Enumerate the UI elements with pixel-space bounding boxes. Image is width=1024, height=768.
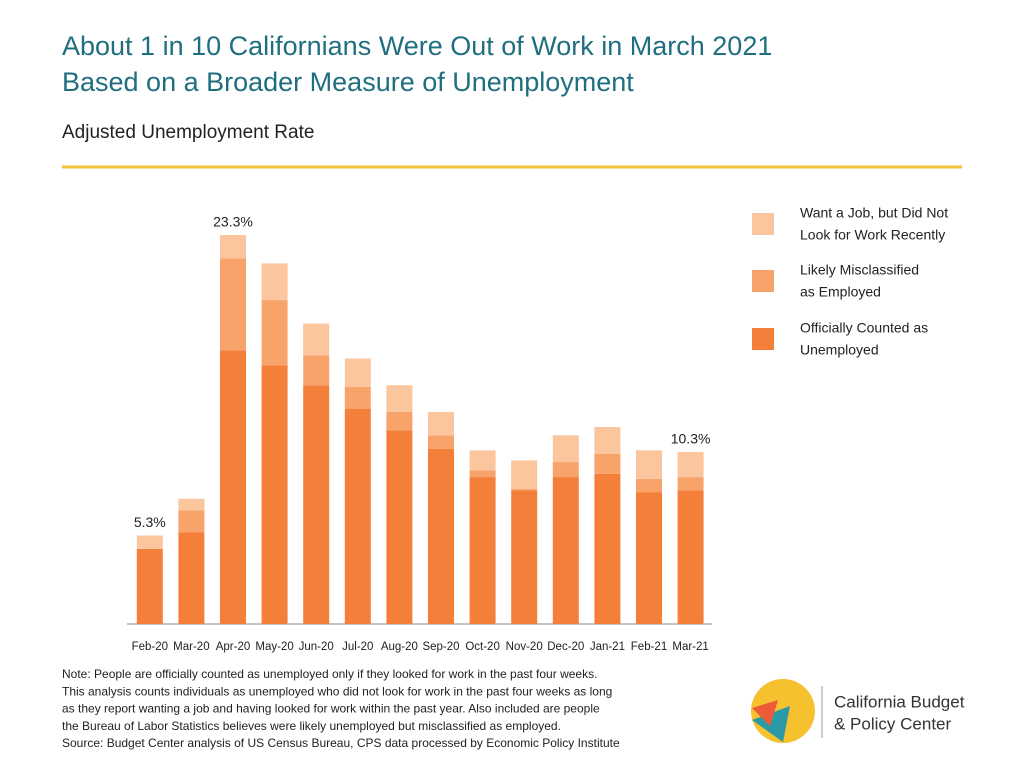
bar-segment bbox=[594, 426, 621, 454]
bar-segment bbox=[594, 473, 621, 624]
bar-segment bbox=[469, 450, 496, 471]
bar-segment bbox=[552, 462, 579, 478]
bar-segment bbox=[261, 263, 288, 301]
bar-segment bbox=[303, 355, 330, 386]
bar-segment bbox=[220, 258, 246, 351]
chart-subtitle: Adjusted Unemployment Rate bbox=[62, 122, 314, 143]
x-tick-label: Nov-20 bbox=[506, 641, 543, 653]
x-tick-label: May-20 bbox=[255, 641, 293, 653]
legend-label: Look for Work Recently bbox=[800, 227, 945, 243]
note: Note: People are officially counted as u… bbox=[62, 667, 597, 681]
bar-segment bbox=[428, 411, 454, 436]
logo: California Budget bbox=[751, 679, 965, 743]
bar-segment bbox=[220, 350, 246, 624]
data-label: 10.3% bbox=[671, 431, 711, 447]
x-tick-label: Jun-20 bbox=[299, 641, 334, 653]
bar-segment bbox=[511, 460, 538, 489]
legend-swatch bbox=[752, 328, 774, 350]
logo-shape bbox=[752, 706, 790, 742]
x-tick-label: Dec-20 bbox=[547, 641, 584, 653]
legend-swatch bbox=[752, 270, 774, 292]
bar-segment bbox=[386, 411, 413, 431]
x-tick-label: Jul-20 bbox=[342, 641, 373, 653]
legend-label: Likely Misclassified bbox=[800, 262, 919, 278]
logo-text: California Budget bbox=[834, 692, 965, 711]
bar-segment bbox=[511, 490, 538, 624]
x-tick-label: Apr-20 bbox=[216, 641, 251, 653]
bar-segment bbox=[220, 235, 246, 259]
x-tick-label: Aug-20 bbox=[381, 641, 418, 653]
legend-label: Officially Counted as bbox=[800, 320, 928, 336]
x-tick-label: Feb-20 bbox=[132, 641, 168, 653]
legend-label: Unemployed bbox=[800, 342, 879, 358]
x-tick-label: Oct-20 bbox=[465, 641, 500, 653]
bar-segment bbox=[428, 435, 454, 449]
bar-segment bbox=[178, 498, 205, 511]
bar-segment bbox=[677, 490, 704, 624]
bar-segment bbox=[344, 386, 371, 409]
bar-segment bbox=[511, 488, 538, 491]
x-tick-label: Sep-20 bbox=[422, 641, 459, 653]
bar-segment bbox=[178, 510, 205, 533]
bar-segment bbox=[344, 358, 371, 387]
bar-segment bbox=[552, 435, 579, 463]
note: as they report wanting a job and having … bbox=[62, 702, 600, 716]
note: the Bureau of Labor Statistics believes … bbox=[62, 719, 561, 733]
bar-segment bbox=[552, 477, 579, 624]
x-tick-label: Mar-21 bbox=[672, 641, 708, 653]
bar-segment bbox=[386, 430, 413, 624]
logo-shape bbox=[752, 700, 778, 726]
x-tick-label: Feb-21 bbox=[631, 641, 667, 653]
legend-label: as Employed bbox=[800, 284, 881, 300]
bar-segment bbox=[428, 448, 454, 624]
bar-segment bbox=[386, 385, 413, 412]
x-tick-label: Mar-20 bbox=[173, 641, 209, 653]
note: Source: Budget Center analysis of US Cen… bbox=[62, 736, 620, 750]
bar-segment bbox=[344, 408, 371, 624]
logo-text: & Policy Center bbox=[834, 714, 951, 733]
bar-segment bbox=[261, 300, 288, 366]
bar-segment bbox=[136, 548, 163, 624]
bar-segment bbox=[636, 478, 662, 493]
chart-title: About 1 in 10 Californians Were Out of W… bbox=[62, 31, 772, 61]
note: This analysis counts individuals as unem… bbox=[62, 684, 612, 698]
bar-segment bbox=[469, 477, 496, 624]
legend-label: Want a Job, but Did Not bbox=[800, 205, 948, 221]
bar-segment bbox=[636, 450, 662, 479]
bar-segment bbox=[636, 492, 662, 624]
bar-segment bbox=[303, 385, 330, 624]
x-tick-label: Jan-21 bbox=[590, 641, 625, 653]
bar-segment bbox=[677, 452, 704, 478]
data-label: 23.3% bbox=[213, 214, 253, 230]
bar-segment bbox=[469, 470, 496, 478]
bar-segment bbox=[594, 453, 621, 474]
bar-segment bbox=[261, 365, 288, 624]
bar-segment bbox=[136, 535, 163, 549]
bar-segment bbox=[178, 532, 205, 624]
data-label: 5.3% bbox=[134, 514, 166, 530]
legend-swatch bbox=[752, 213, 774, 235]
bar-segment bbox=[677, 477, 704, 491]
chart-title: Based on a Broader Measure of Unemployme… bbox=[62, 67, 634, 97]
bar-segment bbox=[303, 323, 330, 356]
